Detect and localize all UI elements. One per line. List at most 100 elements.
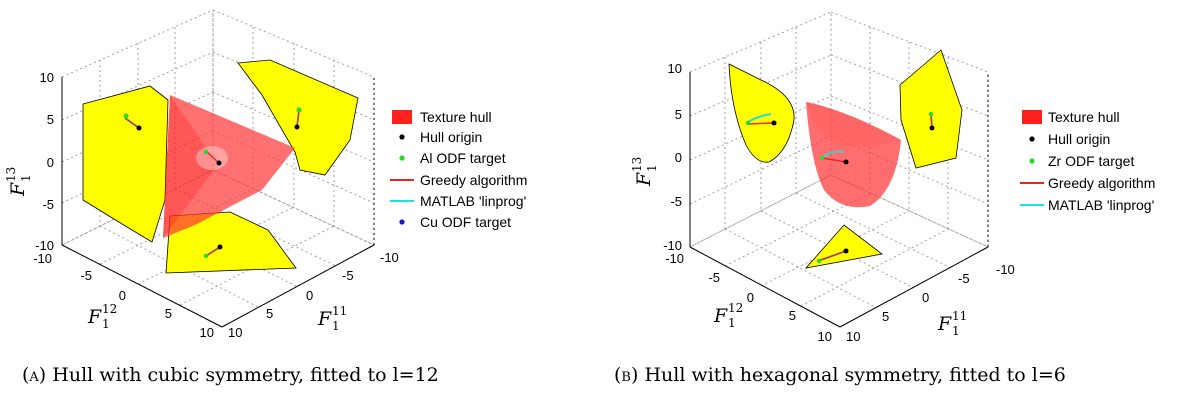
projection-left [728, 63, 795, 163]
legend-label: Hull origin [420, 129, 482, 145]
legend-label: MATLAB 'linprog' [1048, 197, 1154, 213]
figure-a: 10 5 0 -5 -10 -10 -5 0 5 10 10 5 0 -5 -1… [4, 9, 527, 386]
z-tick: 0 [47, 155, 54, 170]
y-axis-label-text: F [713, 305, 728, 327]
legend-swatch-patch [392, 110, 412, 124]
caption-label: (a) [22, 364, 47, 386]
x-tick: 10 [846, 329, 860, 344]
legend-label: Zr ODF target [1048, 153, 1134, 169]
projection-right [237, 59, 359, 176]
y-axis-label-sub: 1 [102, 317, 110, 331]
projection-bottom [165, 211, 297, 274]
y-axis-label-sup: 12 [102, 302, 117, 316]
z-tick: 10 [668, 61, 682, 76]
y-ticks: -10 -5 0 5 10 [33, 251, 214, 340]
caption-label: (b) [614, 364, 639, 386]
caption-text: Hull with hexagonal symmetry, fitted to … [644, 364, 1066, 386]
z-tick: 0 [675, 150, 682, 165]
legend-swatch-dot [399, 155, 405, 161]
caption-a: (a) Hull with cubic symmetry, fitted to … [22, 364, 439, 386]
legend-swatch-dot [1029, 158, 1035, 164]
z-axis-label-sub: 1 [19, 174, 33, 182]
figure-b: 10 5 0 -5 -10 -10 -5 0 5 10 10 5 0 -5 -1… [596, 0, 1192, 402]
axes-box [61, 77, 375, 328]
z-ticks: 10 5 0 -5 -10 [663, 61, 682, 253]
legend-swatch-patch [1022, 110, 1042, 124]
texture-hull [163, 95, 295, 238]
z-tick: 5 [675, 107, 682, 122]
y-tick: -10 [33, 251, 52, 266]
y-tick: 10 [200, 325, 214, 340]
z-axis-label: F 13 1 [4, 167, 33, 197]
x-tick: 10 [228, 325, 242, 340]
z-tick: -5 [42, 197, 54, 212]
z-axis-label-text: F [633, 172, 655, 187]
legend-label: Hull origin [1048, 131, 1110, 147]
legend-b: Texture hull Hull origin Zr ODF target G… [1020, 109, 1155, 213]
legend-label: Greedy algorithm [1048, 175, 1155, 191]
z-tick: -10 [663, 238, 682, 253]
legend-swatch-dot [399, 134, 405, 140]
y-axis-label-text: F [87, 306, 102, 328]
projection-bottom [804, 224, 883, 269]
z-ticks: 10 5 0 -5 -10 [35, 70, 54, 253]
x-axis-label-text: F [937, 313, 952, 335]
axes-box [689, 72, 989, 328]
legend-label: Greedy algorithm [420, 172, 527, 188]
x-tick: 0 [306, 288, 313, 303]
plot-b: 10 5 0 -5 -10 -10 -5 0 5 10 10 5 0 -5 -1… [630, 11, 1155, 344]
z-axis-label: F 13 1 [630, 157, 659, 187]
z-axis-label-sup: 13 [4, 167, 18, 182]
z-axis-label-sub: 1 [645, 164, 659, 172]
y-ticks: -10 -5 0 5 10 [665, 251, 832, 344]
legend-swatch-dot [399, 219, 405, 225]
y-axis-label: F 12 1 [713, 301, 743, 330]
z-tick: -5 [670, 194, 682, 209]
legend-label: Texture hull [1048, 109, 1120, 125]
x-tick: 5 [266, 306, 273, 321]
y-axis-label-sub: 1 [728, 316, 736, 330]
texture-hull [806, 102, 901, 208]
plot-a: 10 5 0 -5 -10 -10 -5 0 5 10 10 5 0 -5 -1… [4, 9, 527, 340]
x-ticks: 10 5 0 -5 -10 [228, 250, 399, 340]
legend-a: Texture hull Hull origin Al ODF target G… [390, 109, 527, 230]
x-axis-label-sub: 1 [332, 319, 340, 333]
legend-label: MATLAB 'linprog' [420, 193, 526, 209]
x-axis-label: F 11 1 [937, 309, 967, 338]
legend-label: Cu ODF target [420, 214, 511, 230]
y-tick: 0 [747, 290, 754, 305]
x-axis-label-text: F [317, 308, 332, 330]
z-tick: -10 [35, 238, 54, 253]
x-ticks: 10 5 0 -5 -10 [846, 262, 1015, 344]
x-tick: 5 [882, 309, 889, 324]
x-tick: -5 [342, 268, 354, 283]
z-tick: 5 [47, 112, 54, 127]
y-tick: 5 [789, 308, 796, 323]
caption-text: Hull with cubic symmetry, fitted to l=12 [52, 364, 439, 386]
y-tick: 5 [165, 306, 172, 321]
y-tick: -5 [80, 268, 92, 283]
z-axis-label-sup: 13 [630, 157, 644, 172]
x-axis-label-sup: 11 [332, 304, 347, 318]
z-tick: 10 [40, 70, 54, 85]
y-tick: -10 [665, 251, 684, 266]
legend-label: Texture hull [420, 109, 492, 125]
y-axis-label-sup: 12 [728, 301, 743, 315]
legend-label: Al ODF target [420, 150, 506, 166]
y-tick: 0 [119, 288, 126, 303]
caption-b: (b) Hull with hexagonal symmetry, fitted… [614, 364, 1066, 386]
x-axis-label: F 11 1 [317, 304, 347, 333]
y-tick: 10 [818, 329, 832, 344]
y-axis-label: F 12 1 [87, 302, 117, 331]
x-axis-label-sup: 11 [952, 309, 967, 323]
projection-right [899, 49, 963, 169]
x-tick: -10 [380, 250, 399, 265]
x-tick: 0 [922, 290, 929, 305]
projection-left [82, 85, 169, 243]
x-tick: -10 [996, 262, 1015, 277]
legend-swatch-dot [1029, 136, 1035, 142]
x-tick: -5 [958, 271, 970, 286]
x-axis-label-sub: 1 [952, 324, 960, 338]
z-axis-label-text: F [7, 182, 29, 197]
y-tick: -5 [708, 270, 720, 285]
